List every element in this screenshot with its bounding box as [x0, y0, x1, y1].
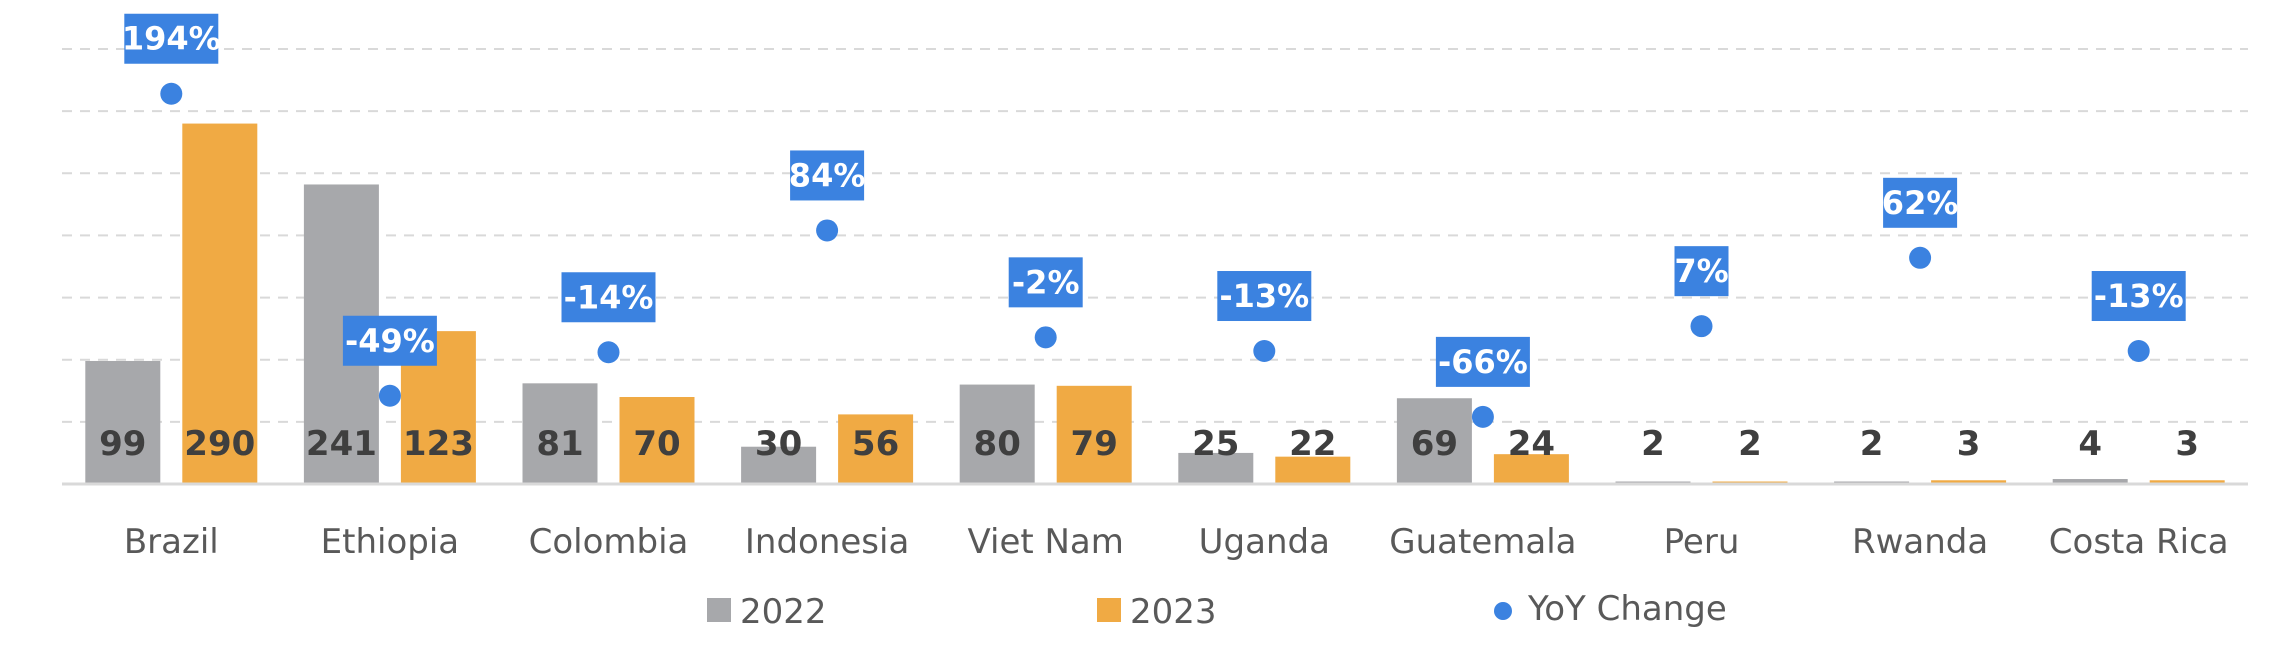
- yoy-badge: [1674, 246, 1729, 297]
- bar-2022: [741, 446, 817, 484]
- bar-2022: [85, 360, 161, 484]
- yoy-badge: [342, 315, 437, 366]
- yoy-badge: [2091, 271, 2186, 322]
- legend-label-2022: 2022: [740, 592, 827, 632]
- bar-2022: [2052, 479, 2128, 484]
- bar-2022: [522, 383, 598, 484]
- yoy-label: 7%: [1674, 252, 1728, 290]
- bar-value-label: 24: [1508, 424, 1555, 464]
- bar-2023: [1493, 454, 1569, 484]
- yoy-badge: [1217, 271, 1312, 322]
- bar-2023: [619, 397, 695, 484]
- bar-2022: [1178, 452, 1254, 484]
- yoy-marker: [378, 384, 401, 407]
- bar-value-label: 69: [1411, 424, 1458, 464]
- bar-value-label: 123: [403, 424, 474, 464]
- bar-2023: [1275, 456, 1351, 484]
- yoy-label: -13%: [2094, 277, 2184, 315]
- yoy-badge: [124, 13, 219, 64]
- yoy-marker: [160, 82, 183, 105]
- yoy-label: -2%: [1012, 263, 1080, 301]
- bar-2023: [838, 414, 914, 484]
- yoy-badge: [561, 272, 656, 323]
- bar-2023: [1056, 385, 1132, 484]
- yoy-label: -13%: [1219, 277, 1309, 315]
- category-label: Uganda: [1199, 522, 1330, 562]
- bar-2022: [1396, 398, 1472, 484]
- yoy-marker: [816, 219, 839, 242]
- bar-value-label: 30: [755, 424, 802, 464]
- bar-value-label: 79: [1071, 424, 1118, 464]
- bar-value-label: 3: [2175, 424, 2199, 464]
- bar-value-label: 99: [99, 424, 146, 464]
- legend-swatch-2022: [707, 598, 731, 622]
- yoy-badge: [1883, 177, 1958, 228]
- yoy-badge: [1008, 257, 1083, 308]
- yoy-marker: [1253, 340, 1276, 363]
- legend-swatch-yoy: [1494, 602, 1512, 620]
- legend-swatch-2023: [1097, 598, 1121, 622]
- bar-value-label: 2: [1738, 424, 1762, 464]
- bar-2023: [182, 123, 258, 485]
- yoy-badge: [1435, 336, 1530, 387]
- legend-label-yoy: YoY Change: [1527, 589, 1727, 629]
- category-label: Ethiopia: [321, 522, 459, 562]
- yoy-marker: [1471, 405, 1494, 428]
- yoy-label: -14%: [564, 278, 654, 316]
- yoy-label: 194%: [122, 20, 221, 58]
- yoy-marker: [1034, 326, 1057, 349]
- category-label: Rwanda: [1852, 522, 1988, 562]
- yoy-badge: [790, 150, 865, 201]
- yoy-label: 62%: [1882, 184, 1959, 222]
- bar-value-label: 56: [852, 424, 899, 464]
- yoy-label: -49%: [345, 322, 435, 360]
- category-label: Costa Rica: [2049, 522, 2229, 562]
- category-label: Peru: [1664, 522, 1740, 562]
- bar-2023: [1931, 480, 2007, 484]
- bar-value-label: 241: [306, 424, 377, 464]
- bar-value-label: 22: [1289, 424, 1336, 464]
- bar-value-label: 81: [536, 424, 583, 464]
- yoy-label: -66%: [1438, 343, 1528, 381]
- yoy-marker: [2127, 340, 2150, 363]
- bar-2023: [2149, 480, 2225, 484]
- legend-label-2023: 2023: [1130, 592, 1217, 632]
- yoy-marker: [1909, 246, 1932, 269]
- bar-value-label: 2: [1641, 424, 1665, 464]
- bar-value-label: 80: [974, 424, 1021, 464]
- category-label: Guatemala: [1389, 522, 1576, 562]
- bar-2022: [959, 384, 1035, 484]
- category-label: Brazil: [124, 522, 219, 562]
- yoy-marker: [597, 341, 620, 364]
- bar-value-label: 70: [633, 424, 680, 464]
- yoy-marker: [1690, 315, 1713, 338]
- bar-value-label: 290: [184, 424, 255, 464]
- category-label: Viet Nam: [967, 522, 1123, 562]
- category-label: Colombia: [529, 522, 689, 562]
- bar-value-label: 2: [1860, 424, 1884, 464]
- bar-value-label: 3: [1957, 424, 1981, 464]
- category-label: Indonesia: [745, 522, 909, 562]
- bar-value-label: 4: [2078, 424, 2102, 464]
- yoy-label: 84%: [789, 156, 866, 194]
- bar-value-label: 25: [1192, 424, 1239, 464]
